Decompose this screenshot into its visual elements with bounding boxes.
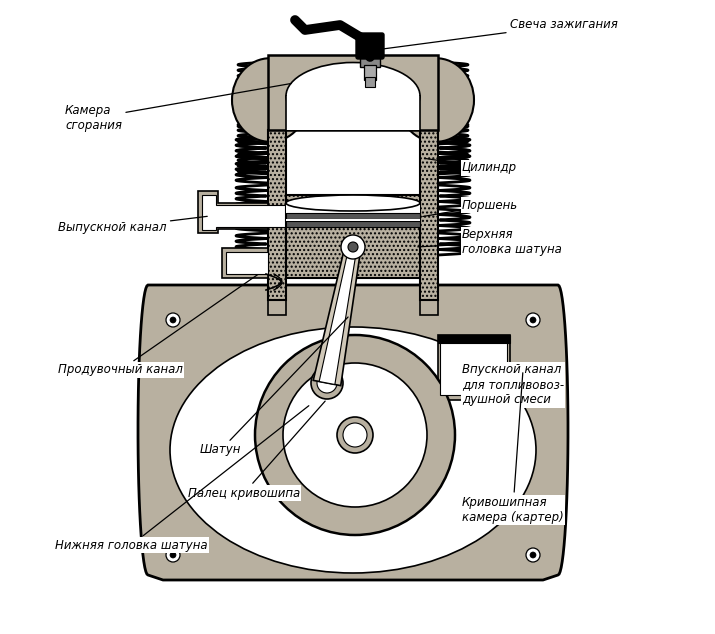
Polygon shape (313, 245, 361, 385)
Bar (222, 248, 268, 278)
Bar (360, 53, 380, 67)
Circle shape (530, 317, 536, 323)
Bar (286, 96, 420, 130)
Bar (438, 335, 510, 343)
Text: Выпускной канал: Выпускной канал (58, 216, 207, 235)
Circle shape (255, 335, 455, 535)
Text: Цилиндр: Цилиндр (425, 158, 517, 174)
Polygon shape (319, 246, 357, 384)
Text: Впускной канал
для топливовоз-
душной смеси: Впускной канал для топливовоз- душной см… (462, 363, 564, 406)
Bar (286, 195, 420, 278)
Ellipse shape (286, 63, 420, 129)
Text: Камера
сгорания: Камера сгорания (65, 84, 291, 132)
Bar (420, 130, 438, 300)
Circle shape (341, 235, 365, 259)
Circle shape (317, 373, 337, 393)
Bar (268, 295, 286, 315)
Circle shape (166, 313, 180, 327)
Circle shape (283, 363, 427, 507)
Bar (438, 335, 510, 400)
Bar (286, 203, 420, 213)
Bar (286, 221, 420, 227)
Bar (268, 130, 286, 300)
Text: Палец кривошипа: Палец кривошипа (188, 401, 325, 500)
Ellipse shape (286, 195, 420, 211)
Circle shape (348, 242, 358, 252)
Text: Нижняя головка шатуна: Нижняя головка шатуна (55, 406, 309, 552)
Circle shape (530, 552, 536, 558)
Polygon shape (138, 285, 568, 580)
Ellipse shape (398, 58, 474, 142)
Ellipse shape (170, 327, 536, 573)
Bar (286, 213, 420, 219)
Bar (440, 340, 507, 395)
Circle shape (170, 317, 176, 323)
Circle shape (311, 367, 343, 399)
Circle shape (170, 552, 176, 558)
Text: Свеча зажигания: Свеча зажигания (378, 18, 618, 49)
Circle shape (343, 423, 367, 447)
Ellipse shape (232, 58, 308, 142)
Bar (365, 77, 375, 87)
Text: Верхняя
головка шатуна: Верхняя головка шатуна (418, 228, 562, 256)
Bar (286, 219, 420, 221)
Text: Шатун: Шатун (200, 317, 348, 456)
Circle shape (166, 548, 180, 562)
Bar (226, 252, 268, 274)
Text: Кривошипная
камера (картер): Кривошипная камера (картер) (462, 373, 563, 524)
Text: Продувочный канал: Продувочный канал (58, 275, 257, 377)
Circle shape (526, 313, 540, 327)
Circle shape (526, 548, 540, 562)
Polygon shape (202, 195, 286, 230)
Bar (364, 65, 376, 80)
Bar (268, 55, 438, 130)
Text: Поршень: Поршень (423, 198, 518, 217)
FancyBboxPatch shape (356, 33, 384, 59)
Polygon shape (198, 191, 268, 233)
Bar (420, 295, 438, 315)
Circle shape (337, 417, 373, 453)
